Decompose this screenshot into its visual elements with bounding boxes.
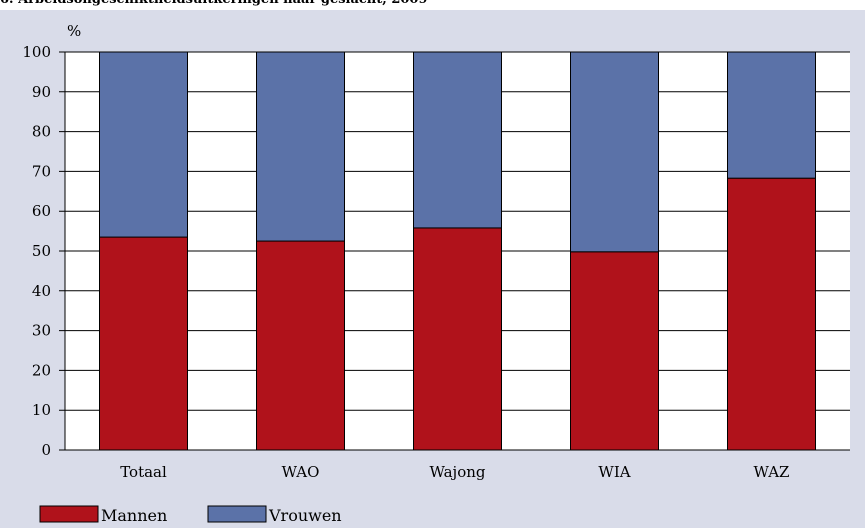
- legend-label: Vrouwen: [268, 506, 342, 525]
- bar-vrouwen-wia: [570, 51, 659, 253]
- bar-vrouwen-totaal: [99, 51, 188, 238]
- legend-swatch: [39, 505, 99, 523]
- bar-mannen-wajong: [413, 227, 502, 451]
- legend-label: Mannen: [101, 506, 167, 525]
- bar-mannen-wao: [256, 240, 345, 451]
- y-tick-label: 10: [32, 401, 51, 419]
- y-tick-label: 60: [32, 202, 51, 220]
- legend-swatch: [207, 505, 267, 523]
- x-tick-label: Totaal: [120, 463, 167, 481]
- y-tick-label: 90: [32, 83, 51, 101]
- chart-title: 6. Arbeidsongeschiktheidsuitkeringen naa…: [0, 0, 428, 9]
- y-tick-label: 70: [32, 162, 51, 180]
- bar-mannen-totaal: [99, 236, 188, 451]
- y-tick-label: 40: [32, 282, 51, 300]
- bar-mannen-waz: [727, 177, 816, 451]
- y-tick-label: 80: [32, 123, 51, 141]
- legend-item-vrouwen: Vrouwen: [207, 505, 342, 525]
- legend-item-mannen: Mannen: [39, 505, 167, 525]
- bar-vrouwen-wao: [256, 51, 345, 242]
- y-unit-label: %: [67, 22, 81, 40]
- x-tick-label: Wajong: [429, 463, 485, 481]
- y-tick-label: 0: [41, 441, 51, 459]
- x-tick-label: WAO: [282, 463, 320, 481]
- x-tick-label: WIA: [598, 463, 630, 481]
- y-tick-label: 100: [22, 43, 51, 61]
- y-tick-label: 50: [32, 242, 51, 260]
- y-tick-label: 20: [32, 361, 51, 379]
- x-tick-label: WAZ: [754, 463, 790, 481]
- bar-mannen-wia: [570, 251, 659, 451]
- bar-vrouwen-wajong: [413, 51, 502, 229]
- bar-vrouwen-waz: [727, 51, 816, 179]
- y-tick-label: 30: [32, 322, 51, 340]
